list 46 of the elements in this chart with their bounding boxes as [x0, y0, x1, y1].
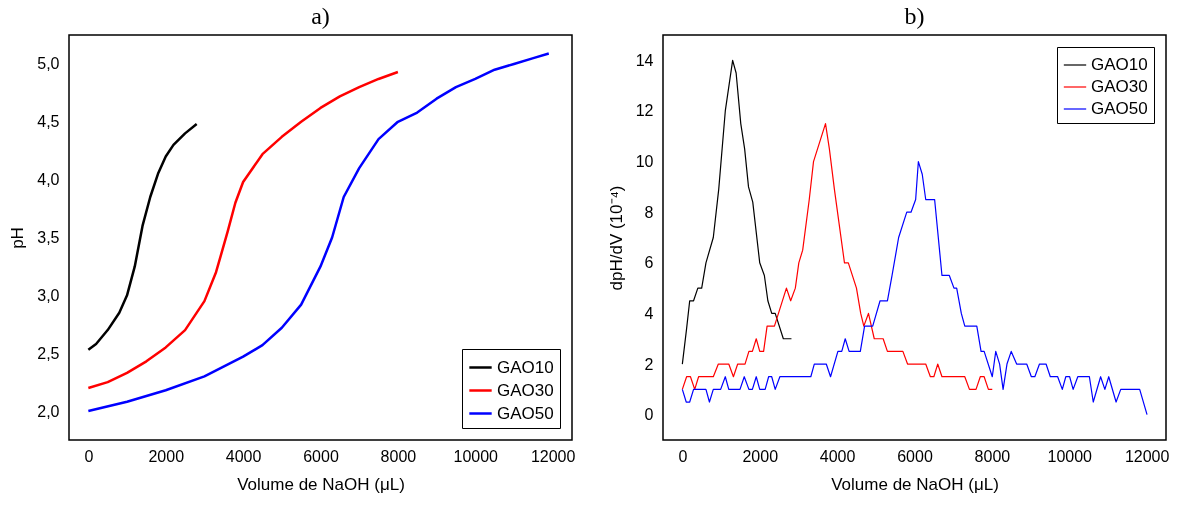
y-tick-label: 4,5 [37, 113, 60, 131]
legend-label: GAO10 [497, 357, 554, 377]
y-tick-label: 6 [644, 254, 654, 272]
x-tick-label: 4000 [225, 447, 262, 465]
legend-label: GAO50 [497, 403, 554, 423]
legend-label: GAO10 [1091, 55, 1148, 74]
x-tick-label: 0 [678, 447, 688, 465]
x-tick-label: 6000 [303, 447, 339, 465]
line-series [681, 122, 993, 390]
chart-title: b) [904, 3, 925, 29]
legend-label: GAO30 [497, 380, 554, 400]
x-tick-label: 8000 [974, 447, 1011, 465]
y-tick-label: 2 [644, 355, 654, 373]
x-tick-label: 4000 [819, 447, 856, 465]
x-tick-label: 0 [84, 447, 94, 465]
line-series [681, 59, 793, 365]
x-tick-label: 2000 [148, 447, 185, 465]
y-tick-label: 3,5 [37, 229, 60, 246]
y-tick-label: 14 [635, 51, 654, 69]
y-tick-label: 3,0 [37, 286, 60, 304]
y-tick-label: 12 [635, 102, 654, 120]
x-tick-label: 12000 [1124, 447, 1170, 465]
y-tick-label: 2,5 [37, 344, 60, 362]
line-series [87, 122, 198, 351]
legend-label: GAO50 [1091, 99, 1148, 118]
x-tick-label: 2000 [742, 447, 779, 465]
x-tick-label: 8000 [380, 447, 417, 465]
line-series [681, 160, 1148, 416]
x-tick-label: 6000 [897, 447, 933, 465]
y-tick-label: 5,0 [37, 55, 60, 73]
y-tick-label: 2,0 [37, 402, 60, 420]
y-tick-label: 8 [644, 203, 654, 221]
x-tick-label: 10000 [1047, 447, 1093, 465]
x-tick-label: 12000 [530, 447, 576, 465]
y-tick-label: 10 [635, 153, 654, 171]
x-tick-label: 10000 [453, 447, 499, 465]
y-axis-title: pH [8, 227, 28, 249]
legend-label: GAO30 [1091, 77, 1148, 96]
y-axis-title: dpH/dV (10⁻⁴) [606, 185, 626, 291]
y-tick-label: 4 [644, 304, 654, 322]
y-tick-label: 4,0 [37, 171, 60, 189]
line-series [87, 70, 400, 390]
x-axis-title: Volume de NaOH (μL) [237, 474, 405, 494]
y-tick-label: 0 [644, 406, 654, 424]
x-axis-title: Volume de NaOH (μL) [831, 474, 999, 494]
chart-title: a) [311, 3, 330, 29]
